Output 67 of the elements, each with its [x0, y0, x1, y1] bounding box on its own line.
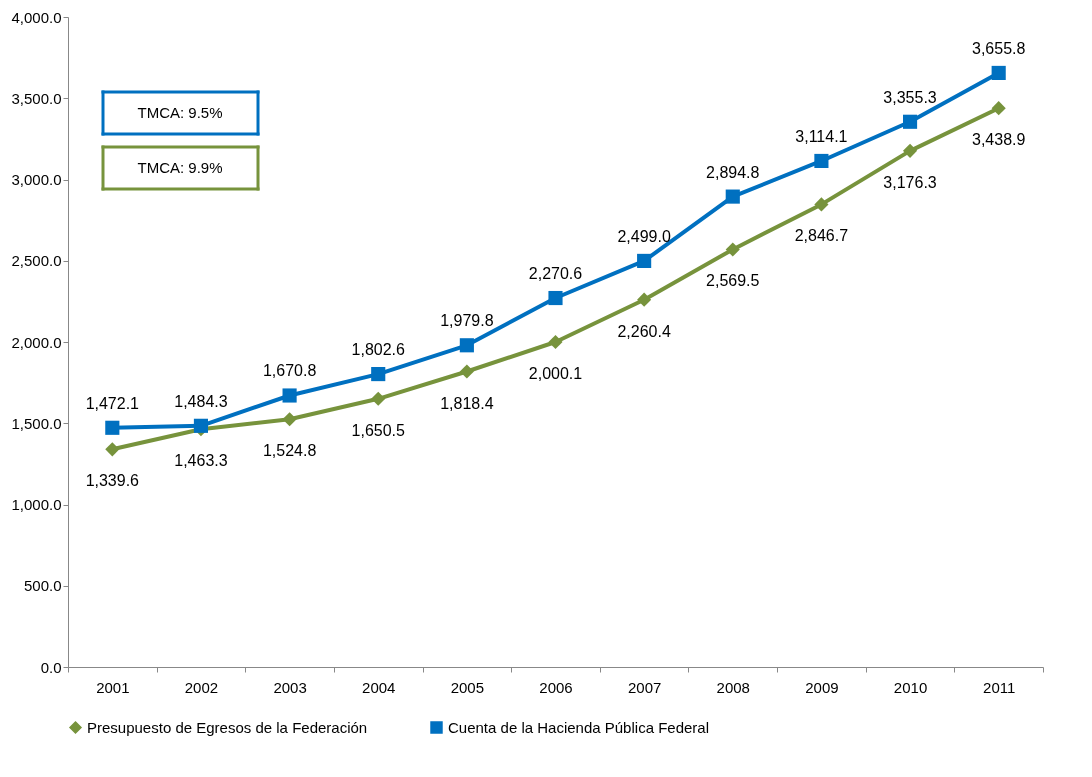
data-label: 2,260.4 — [617, 322, 671, 340]
x-tick-label: 2009 — [805, 678, 839, 696]
data-label: 2,846.7 — [794, 227, 849, 245]
data-label: 1,670.8 — [262, 362, 317, 380]
data-label: 2,499.0 — [617, 227, 671, 245]
data-label: 1,484.3 — [174, 392, 228, 410]
data-label: 1,650.5 — [351, 421, 406, 439]
point — [902, 114, 918, 129]
x-tick-label: 2007 — [627, 678, 662, 696]
legend-label: Cuenta de la Hacienda Pública Federal — [448, 718, 709, 736]
x-tick-label: 2010 — [893, 678, 928, 696]
data-label: 3,438.9 — [971, 131, 1026, 149]
y-tick-label: 500.0 — [23, 577, 62, 595]
point — [725, 189, 740, 204]
x-tick-label: 2011 — [983, 678, 1016, 696]
point — [814, 153, 829, 169]
point — [371, 367, 386, 382]
point — [282, 388, 297, 403]
y-tick-label: 3,500.0 — [11, 89, 62, 107]
y-tick-label: 3,000.0 — [11, 171, 62, 188]
data-label: 1,818.4 — [440, 394, 494, 412]
y-tick-label: 1,500.0 — [11, 414, 62, 432]
point — [371, 391, 386, 406]
data-label: 2,270.6 — [528, 265, 583, 283]
point — [637, 292, 652, 307]
point — [637, 253, 652, 268]
x-tick-label: 2008 — [716, 678, 750, 696]
point — [105, 442, 120, 457]
y-tick-label: 4,000.0 — [11, 8, 62, 26]
y-tick-label: 1,000.0 — [11, 496, 62, 513]
x-tick-label: 2001 — [96, 678, 130, 696]
point — [991, 101, 1006, 116]
data-label: 2,894.8 — [706, 163, 760, 181]
point — [282, 412, 297, 427]
point — [548, 290, 563, 306]
annotation: TMCA: 9.9% — [137, 159, 223, 176]
data-label: 2,000.1 — [528, 364, 583, 382]
data-label: 1,802.6 — [351, 341, 406, 359]
point — [459, 338, 474, 353]
data-label: 1,472.1 — [85, 394, 140, 412]
data-label: 1,524.8 — [262, 442, 317, 460]
data-label: 3,114.1 — [795, 127, 848, 145]
x-tick-label: 2005 — [450, 678, 485, 696]
data-label: 2,569.5 — [706, 272, 760, 290]
x-tick-label: 2004 — [362, 678, 396, 696]
point — [105, 420, 120, 435]
point — [548, 334, 563, 350]
point — [902, 143, 918, 158]
annotation: TMCA: 9.5% — [137, 104, 223, 121]
x-tick-label: 2002 — [184, 678, 219, 696]
data-label: 1,979.8 — [440, 312, 494, 330]
x-tick-label: 2006 — [539, 678, 573, 696]
point — [193, 418, 209, 433]
y-tick-label: 2,500.0 — [11, 252, 62, 270]
y-tick-label: 2,000.0 — [11, 333, 62, 351]
point — [814, 197, 829, 212]
point — [725, 242, 740, 257]
legend-label: Presupuesto de Egresos de la Federación — [87, 718, 368, 736]
x-tick-label: 2003 — [273, 678, 307, 696]
data-label: 3,176.3 — [883, 173, 937, 191]
y-tick-label: 0.0 — [40, 658, 62, 676]
point — [991, 65, 1006, 80]
data-label: 3,355.3 — [883, 88, 937, 106]
point — [459, 364, 474, 379]
data-label: 3,655.8 — [971, 39, 1026, 57]
data-label: 1,339.6 — [85, 472, 140, 490]
data-label: 1,463.3 — [174, 452, 228, 470]
